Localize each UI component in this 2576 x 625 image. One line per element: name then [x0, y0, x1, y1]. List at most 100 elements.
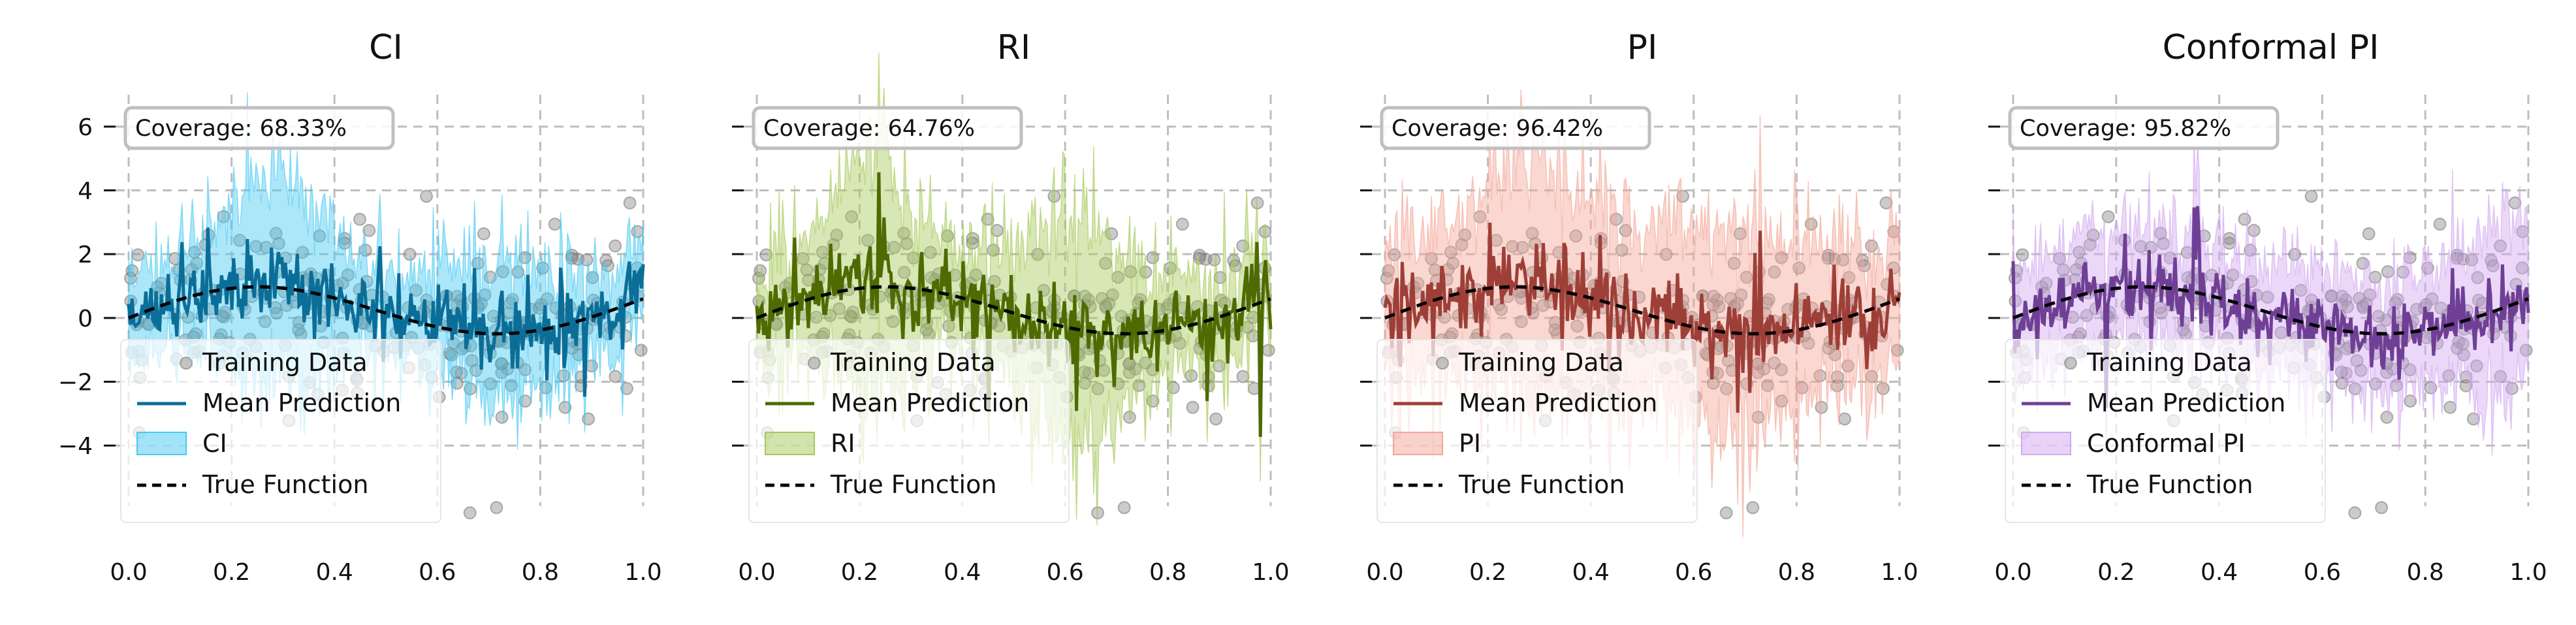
training-point — [1192, 251, 1206, 265]
legend-label: CI — [202, 429, 227, 458]
x-tick-label: 0.8 — [2407, 559, 2444, 586]
x-tick-label: 0.2 — [1469, 559, 1506, 586]
training-point — [845, 210, 859, 223]
x-tick-label: 0.8 — [522, 559, 559, 586]
training-point — [420, 189, 434, 203]
y-tick-label: 6 — [78, 114, 93, 141]
training-point — [2304, 189, 2318, 203]
training-point — [897, 227, 911, 240]
legend-marker-training — [180, 357, 193, 370]
legend-marker-band — [2021, 432, 2071, 455]
training-point — [1382, 264, 1395, 278]
training-point — [2016, 248, 2029, 262]
x-tick-label: 0.6 — [419, 559, 456, 586]
legend: Training Data Mean Prediction RI True Funct… — [748, 339, 1070, 523]
training-point — [2433, 217, 2447, 231]
training-point — [403, 248, 417, 261]
training-point — [249, 240, 263, 253]
training-point — [816, 246, 829, 259]
training-point — [1746, 501, 1760, 515]
true-function-line — [756, 285, 1271, 336]
training-point — [2223, 236, 2236, 250]
training-point — [1525, 227, 1539, 240]
panel-conformal-pi: Conformal PI 0.0 0.2 0.4 0.6 0.8 1.0 Coverage: … — [1988, 28, 2547, 586]
training-point — [558, 400, 572, 414]
legend-marker-training — [1436, 357, 1449, 370]
training-point — [2238, 212, 2251, 226]
training-point — [471, 257, 485, 270]
legend-label: Mean Prediction — [2087, 389, 2285, 417]
legend-label: Training Data — [830, 348, 996, 377]
legend-label: True Function — [2086, 470, 2253, 499]
x-tick-label: 0.8 — [1149, 559, 1186, 586]
panel-ri: RI 0.0 0.2 0.4 0.6 0.8 1.0 Coverage: 64.76% Trai… — [732, 28, 1290, 586]
panel-pi: PI 0.0 0.2 0.4 0.6 0.8 1.0 Coverage: 96.42% Trai… — [1360, 28, 1918, 586]
training-point — [548, 217, 562, 231]
panel-title: PI — [1627, 28, 1658, 67]
training-point — [1082, 366, 1096, 380]
training-point — [258, 315, 272, 329]
training-point — [631, 225, 644, 238]
training-point — [1166, 381, 1180, 394]
legend-label: Mean Prediction — [831, 389, 1029, 417]
coverage-text: Coverage: 68.33% — [135, 116, 347, 142]
training-point — [886, 315, 900, 329]
training-point — [1117, 501, 1131, 515]
training-point — [1802, 336, 1815, 350]
legend: Training Data Mean Prediction Conformal PI… — [2005, 339, 2326, 523]
training-point — [1236, 370, 1250, 383]
training-point — [292, 323, 306, 337]
legend: Training Data Mean Prediction PI True Funct… — [1376, 339, 1698, 523]
training-point — [1751, 410, 1765, 424]
x-tick-label: 1.0 — [2509, 559, 2547, 586]
training-point — [272, 237, 285, 251]
training-point — [1262, 344, 1275, 357]
legend-label: RI — [831, 429, 855, 458]
coverage-box: Coverage: 68.33% — [123, 106, 395, 150]
training-point — [1569, 229, 1583, 243]
training-point — [987, 275, 1001, 289]
coverage-box: Coverage: 64.76% — [752, 106, 1023, 150]
training-point — [2348, 506, 2362, 520]
y-tick-label: −2 — [58, 370, 93, 396]
training-point — [846, 305, 860, 319]
training-point — [296, 246, 310, 259]
training-point — [125, 264, 139, 278]
legend-frame — [748, 339, 1070, 523]
coverage-text: Coverage: 96.42% — [1391, 116, 1603, 142]
y-tick-label: −4 — [58, 433, 93, 460]
x-tick-label: 0.4 — [316, 559, 353, 586]
training-point — [830, 229, 844, 242]
coverage-box-frame — [752, 106, 1023, 150]
x-tick-label: 1.0 — [624, 559, 661, 586]
x-tick-label: 0.6 — [1675, 559, 1712, 586]
training-point — [353, 212, 367, 226]
training-point — [897, 266, 911, 280]
panel-title: RI — [997, 28, 1030, 67]
x-tick-label: 0.6 — [2304, 559, 2341, 586]
y-tick-label: 0 — [78, 306, 93, 332]
coverage-box-frame — [123, 106, 395, 150]
training-point — [1115, 310, 1128, 323]
training-point — [634, 344, 648, 357]
training-point — [1842, 271, 1856, 285]
legend-marker-training — [2064, 357, 2077, 370]
training-point — [495, 410, 509, 424]
training-point — [802, 273, 816, 287]
training-point — [1838, 412, 1852, 426]
training-point — [1514, 315, 1528, 329]
y-tick-label: 4 — [78, 178, 93, 205]
true-function-line — [128, 285, 644, 336]
x-tick-label: 1.0 — [1881, 559, 1918, 586]
coverage-text: Coverage: 64.76% — [763, 116, 975, 142]
y-tick-label: 2 — [78, 242, 93, 268]
x-tick-label: 0.4 — [944, 559, 981, 586]
training-point — [1146, 251, 1160, 264]
training-point — [580, 253, 594, 266]
legend-marker-training — [808, 357, 821, 370]
legend-frame — [120, 339, 441, 523]
legend-label: Training Data — [202, 348, 368, 377]
legend-marker-band — [1393, 432, 1443, 455]
coverage-text: Coverage: 95.82% — [2020, 116, 2231, 142]
